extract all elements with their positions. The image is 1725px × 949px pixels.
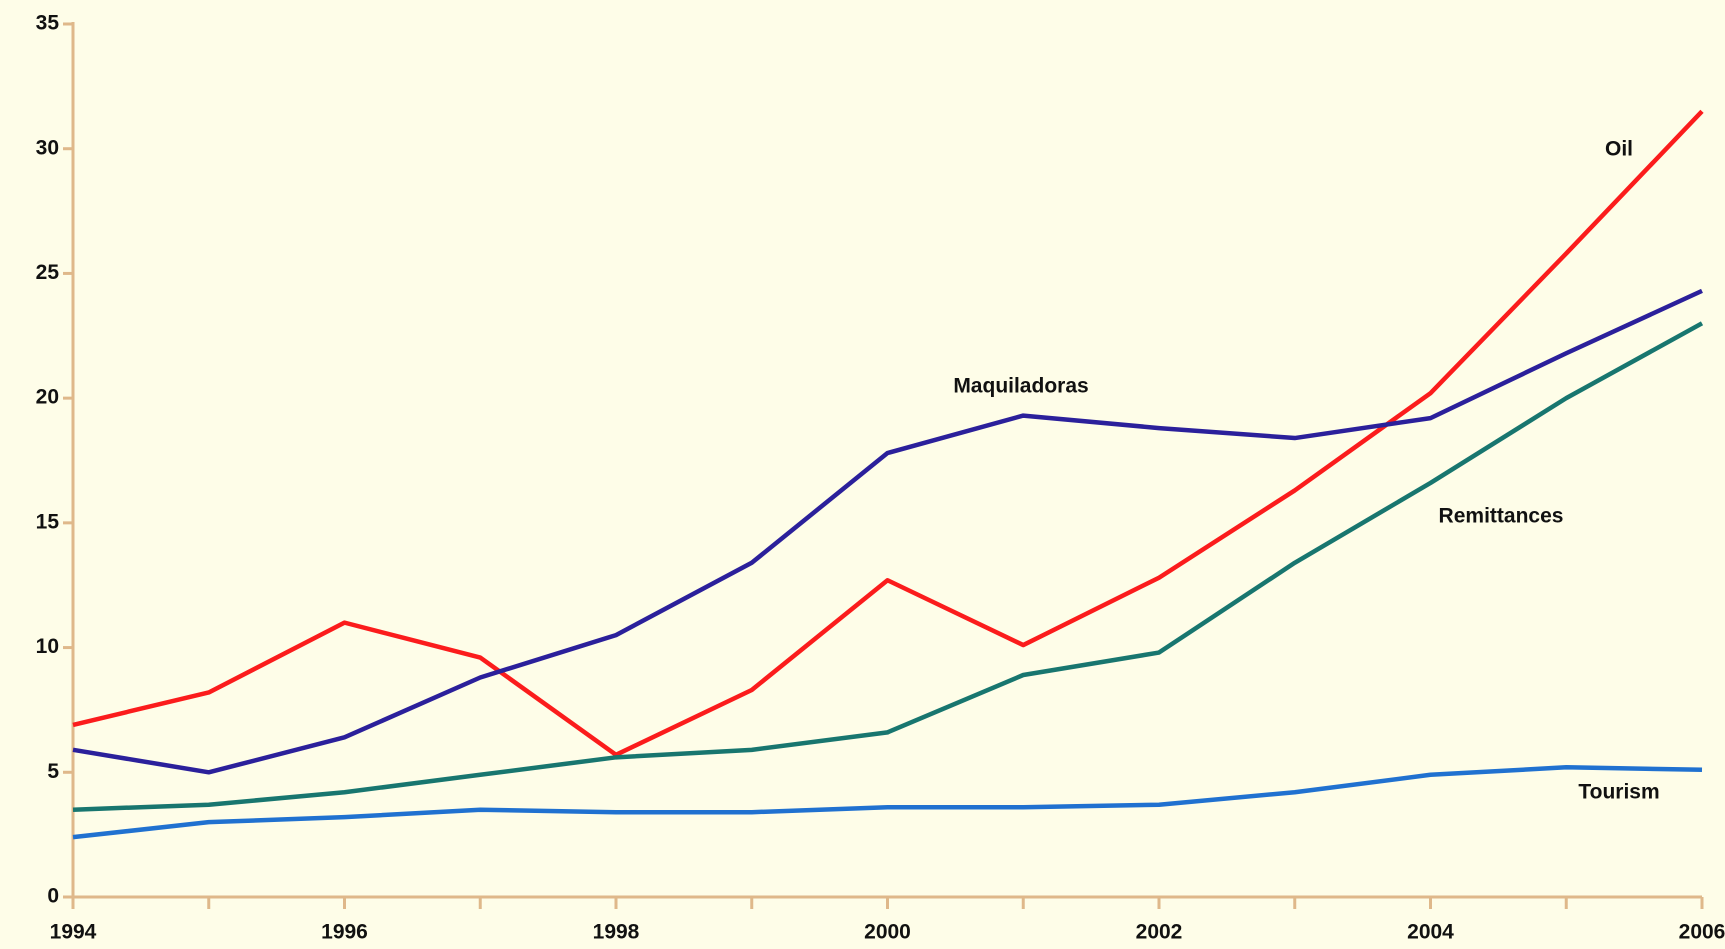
- y-tick-label: 35: [36, 12, 60, 35]
- series-line: [72, 109, 1704, 758]
- x-tick-label: 2004: [1407, 921, 1454, 944]
- series-label: Maquiladoras: [953, 375, 1088, 398]
- series-line: [72, 765, 1703, 840]
- y-tick-label: 10: [36, 635, 59, 658]
- y-tick-label: 0: [47, 885, 59, 908]
- y-tick-label: 30: [36, 136, 59, 159]
- y-tick-label: 20: [36, 386, 59, 409]
- y-tick-label: 25: [36, 261, 60, 284]
- x-tick-label: 1994: [50, 921, 97, 944]
- series-label: Tourism: [1578, 781, 1659, 804]
- y-tick-label: 15: [36, 510, 60, 533]
- series-line: [72, 288, 1703, 775]
- x-tick-label: 1996: [321, 921, 368, 944]
- x-tick-label: 2006: [1679, 921, 1725, 944]
- x-tick-label: 2002: [1136, 921, 1183, 944]
- series-label: Oil: [1605, 138, 1633, 161]
- x-tick-label: 2000: [864, 921, 911, 944]
- y-tick-label: 5: [47, 760, 59, 783]
- series-label: Remittances: [1439, 505, 1564, 528]
- x-tick-label: 1998: [593, 921, 640, 944]
- series-line: [72, 321, 1704, 812]
